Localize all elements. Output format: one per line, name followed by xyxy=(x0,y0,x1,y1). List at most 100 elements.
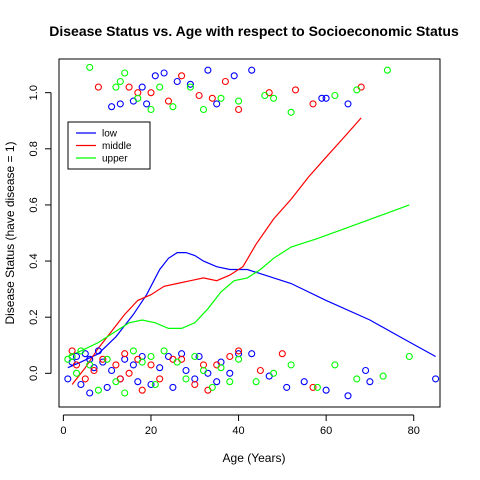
point-upper-3 xyxy=(77,347,85,355)
point-low-47 xyxy=(186,80,194,88)
point-low-37 xyxy=(366,378,374,386)
point-upper-35 xyxy=(147,105,155,114)
point-upper-6 xyxy=(103,355,111,363)
point-upper-18 xyxy=(208,383,216,391)
point-low-4 xyxy=(81,350,89,358)
point-upper-1 xyxy=(68,352,76,361)
point-middle-17 xyxy=(204,386,212,394)
point-upper-27 xyxy=(353,375,361,383)
point-low-26 xyxy=(213,378,221,386)
x-tick-label-1: 20 xyxy=(145,425,157,437)
point-middle-6 xyxy=(116,375,124,383)
point-low-28 xyxy=(226,369,234,377)
point-middle-31 xyxy=(208,94,216,102)
y-axis: 0.0 0.2 0.4 0.6 0.8 1.0 xyxy=(28,85,52,381)
point-upper-21 xyxy=(235,355,243,363)
point-upper-31 xyxy=(112,83,120,91)
point-middle-20 xyxy=(235,347,243,355)
point-low-11 xyxy=(108,366,116,375)
point-upper-32 xyxy=(116,77,124,86)
point-upper-37 xyxy=(169,103,177,111)
point-upper-22 xyxy=(252,378,260,386)
point-low-34 xyxy=(322,386,330,394)
point-low-53 xyxy=(322,94,330,102)
y-tick-label-3: 0.6 xyxy=(28,197,40,212)
point-upper-16 xyxy=(191,352,199,361)
point-low-6 xyxy=(86,389,94,397)
x-axis-label: Age (Years) xyxy=(223,451,286,465)
point-middle-5 xyxy=(112,361,120,369)
point-low-17 xyxy=(147,380,155,389)
point-upper-19 xyxy=(217,364,225,372)
point-middle-1 xyxy=(72,361,81,369)
point-upper-0 xyxy=(64,355,72,363)
point-middle-3 xyxy=(90,366,98,375)
legend-label-upper: upper xyxy=(102,154,128,165)
point-upper-2 xyxy=(72,369,81,377)
point-middle-25 xyxy=(125,83,133,91)
y-tick-label-5: 1.0 xyxy=(28,85,40,100)
point-low-49 xyxy=(213,100,221,108)
point-middle-35 xyxy=(291,86,300,94)
point-low-31 xyxy=(265,372,273,380)
point-upper-40 xyxy=(217,94,225,102)
point-low-44 xyxy=(151,72,159,80)
point-upper-12 xyxy=(151,380,159,389)
point-upper-43 xyxy=(270,94,278,102)
point-upper-38 xyxy=(186,83,194,91)
point-middle-28 xyxy=(164,97,173,105)
point-middle-11 xyxy=(147,361,155,369)
point-middle-8 xyxy=(125,369,133,377)
point-middle-9 xyxy=(134,355,142,363)
point-upper-17 xyxy=(199,366,208,375)
point-middle-21 xyxy=(256,366,264,375)
smooth-line-upper xyxy=(67,204,410,358)
point-low-3 xyxy=(77,380,85,389)
point-middle-10 xyxy=(138,386,146,394)
x-tick-label-3: 60 xyxy=(320,425,332,437)
point-low-45 xyxy=(160,69,168,77)
point-upper-26 xyxy=(331,361,339,369)
point-low-22 xyxy=(182,366,190,375)
point-low-41 xyxy=(129,97,137,105)
point-low-20 xyxy=(169,383,177,391)
x-tick-label-2: 40 xyxy=(232,425,244,437)
y-tick-label-1: 0.2 xyxy=(28,310,40,325)
point-low-52 xyxy=(318,94,326,102)
point-upper-28 xyxy=(379,372,387,380)
point-low-40 xyxy=(116,100,124,108)
point-middle-13 xyxy=(169,355,177,363)
point-upper-29 xyxy=(405,352,413,361)
point-low-54 xyxy=(344,100,352,108)
y-tick-label-0: 0.0 xyxy=(28,366,40,381)
point-upper-15 xyxy=(182,375,190,383)
point-upper-23 xyxy=(270,369,278,377)
point-upper-25 xyxy=(313,383,321,391)
point-upper-8 xyxy=(121,389,129,397)
point-low-35 xyxy=(344,392,352,400)
point-low-2 xyxy=(72,352,81,361)
point-upper-34 xyxy=(134,94,142,102)
point-middle-22 xyxy=(278,350,286,358)
point-low-24 xyxy=(195,352,203,361)
scatter-points xyxy=(64,63,440,400)
point-low-18 xyxy=(156,364,164,372)
point-upper-46 xyxy=(353,86,361,94)
point-low-0 xyxy=(64,375,72,383)
point-low-8 xyxy=(94,347,102,355)
point-upper-33 xyxy=(121,69,129,77)
point-low-14 xyxy=(129,361,137,369)
point-upper-24 xyxy=(287,361,295,369)
point-low-39 xyxy=(108,103,116,111)
point-middle-27 xyxy=(147,89,155,97)
point-upper-14 xyxy=(173,358,181,366)
smooth-lines xyxy=(67,117,436,385)
point-middle-12 xyxy=(156,375,164,383)
point-upper-42 xyxy=(261,91,269,100)
point-upper-45 xyxy=(331,91,339,100)
point-middle-15 xyxy=(191,380,199,389)
point-middle-30 xyxy=(195,91,203,100)
point-middle-33 xyxy=(235,105,243,114)
point-low-38 xyxy=(432,375,440,383)
